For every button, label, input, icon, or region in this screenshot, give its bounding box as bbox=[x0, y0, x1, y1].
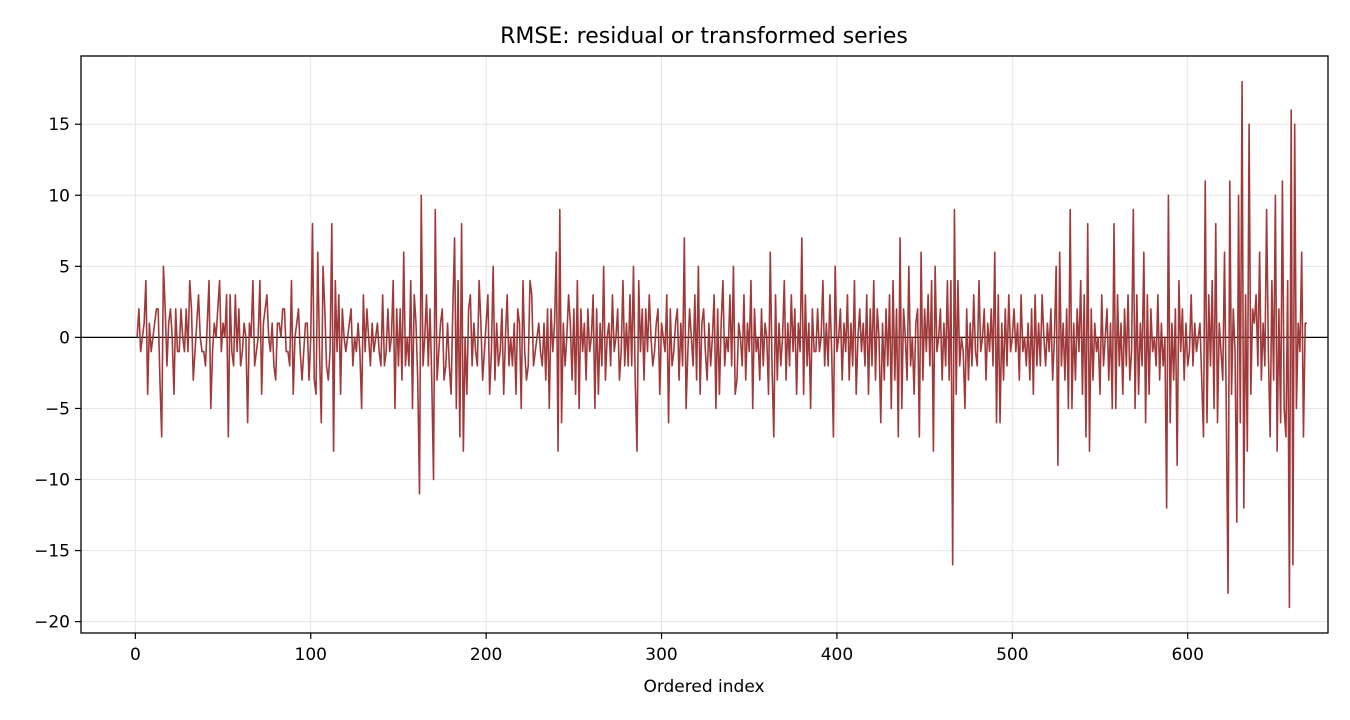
x-tick-label: 0 bbox=[130, 645, 141, 665]
y-axis: −20 −15 −10 −5 0 5 10 15 bbox=[34, 115, 81, 633]
plot-frame bbox=[80, 55, 1329, 634]
y-tick-label: −20 bbox=[34, 613, 70, 633]
x-tick-label: 400 bbox=[821, 645, 853, 665]
y-tick-label: 5 bbox=[59, 257, 70, 277]
x-tick-label: 100 bbox=[295, 645, 327, 665]
y-tick-label: −10 bbox=[34, 471, 70, 491]
y-tick-label: 15 bbox=[48, 115, 70, 135]
y-tick-label: 10 bbox=[48, 186, 70, 206]
x-tick-label: 500 bbox=[996, 645, 1028, 665]
x-tick-label: 600 bbox=[1171, 645, 1203, 665]
x-tick-label: 200 bbox=[470, 645, 502, 665]
chart-title: RMSE: residual or transformed series bbox=[500, 24, 908, 49]
y-tick-label: −5 bbox=[45, 399, 70, 419]
y-tick-label: −15 bbox=[34, 542, 70, 562]
x-tick-label: 300 bbox=[645, 645, 677, 665]
series-layer bbox=[136, 80, 1307, 609]
x-axis: 0 100 200 300 400 500 600 bbox=[130, 633, 1204, 665]
x-axis-label: Ordered index bbox=[643, 677, 764, 697]
y-tick-label: 0 bbox=[59, 328, 70, 348]
series-line bbox=[136, 80, 1307, 609]
